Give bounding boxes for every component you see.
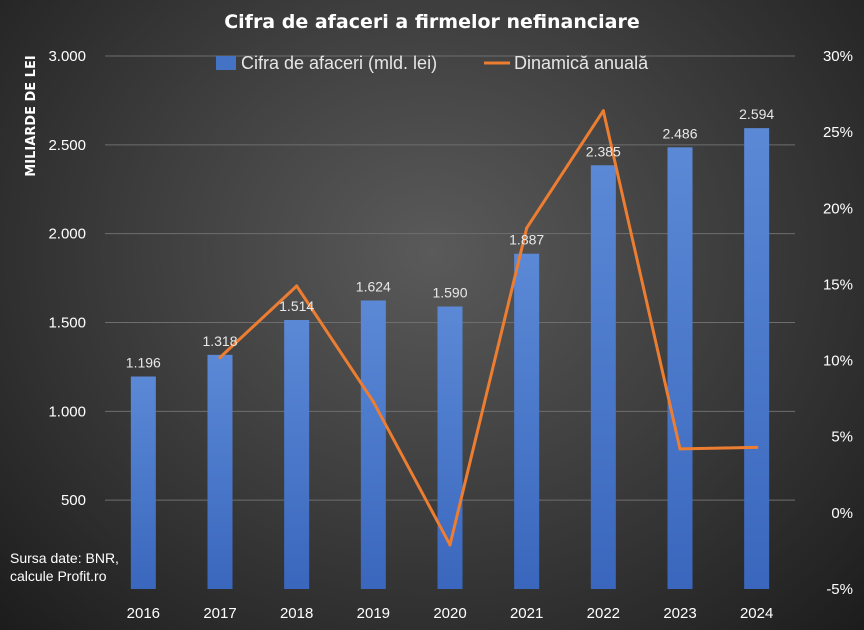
y-tick-label: 500: [61, 492, 86, 509]
x-tick-label: 2020: [433, 605, 466, 622]
bar: [437, 306, 463, 589]
x-tick-label: 2017: [203, 605, 236, 622]
y-tick-label: 1.000: [48, 403, 86, 420]
source-note-line-1: Sursa date: BNR,: [10, 550, 119, 566]
bar: [590, 165, 616, 589]
legend-label-line: Dinamică anuală: [514, 53, 649, 73]
line-series: [218, 109, 759, 547]
legend: Cifra de afaceri (mld. lei) Dinamică anu…: [216, 53, 649, 73]
x-tick-label: 2016: [127, 605, 160, 622]
line-point: [218, 355, 222, 360]
bar: [667, 147, 693, 589]
y2-tick-label: 25%: [823, 124, 853, 141]
y-tick-label: 1.500: [48, 315, 86, 332]
y2-tick-label: 5%: [831, 429, 853, 446]
legend-label-bar: Cifra de afaceri (mld. lei): [241, 53, 437, 73]
bar: [360, 300, 386, 589]
data-labels: 1.196 1.318 1.514 1.624 1.590 1.887 2.385 2.486…: [126, 106, 775, 370]
y2-tick-label: 20%: [823, 200, 853, 217]
bar: [744, 128, 770, 589]
x-tick-label: 2023: [663, 605, 696, 622]
source-note: Sursa date: BNR, calcule Profit.ro: [10, 549, 119, 585]
bar-series: [130, 128, 770, 590]
y2-tick-label: -5%: [826, 581, 853, 598]
axis-ticks: 500 1.000 1.500 2.000 2.500 3.000 -5% 0% 5% 10% 15…: [48, 48, 853, 622]
bar-data-label: 1.887: [509, 232, 544, 248]
line-point: [601, 109, 605, 113]
bar: [514, 253, 540, 590]
source-note-line-2: calcule Profit.ro: [10, 568, 107, 584]
legend-swatch-bar: [216, 56, 236, 70]
y2-tick-label: 15%: [823, 276, 853, 293]
chart-title: Cifra de afaceri a firmelor nefinanciare: [224, 11, 640, 33]
bar-data-label: 1.590: [432, 285, 467, 301]
bar-data-label: 1.196: [126, 355, 161, 371]
line-point: [755, 445, 759, 449]
line-point: [295, 284, 299, 288]
line-point: [678, 447, 682, 451]
x-tick-label: 2018: [280, 605, 313, 622]
line-point: [448, 543, 452, 547]
x-tick-label: 2024: [740, 605, 773, 622]
bar-data-label: 1.624: [356, 278, 391, 294]
y-tick-label: 2.500: [48, 137, 86, 154]
bar: [284, 320, 310, 589]
bar-data-label: 1.318: [202, 333, 237, 349]
line-point: [371, 400, 375, 404]
x-tick-label: 2019: [357, 605, 390, 622]
y2-tick-label: 0%: [831, 505, 853, 522]
y2-tick-label: 10%: [823, 353, 853, 370]
x-tick-label: 2021: [510, 605, 543, 622]
bar: [207, 354, 233, 589]
bar: [130, 376, 156, 589]
y-axis-label: MILIARDE DE LEI: [24, 55, 39, 176]
bar-data-label: 2.594: [739, 106, 774, 122]
line-series-path: [218, 109, 757, 547]
y2-tick-label: 30%: [823, 48, 853, 65]
x-tick-label: 2022: [587, 605, 620, 622]
line-point: [525, 226, 529, 230]
bar-data-label: 2.486: [662, 125, 697, 141]
y-tick-label: 2.000: [48, 226, 86, 243]
bar-data-label: 2.385: [586, 143, 621, 159]
y-tick-label: 3.000: [48, 48, 86, 65]
bar-data-label: 1.514: [279, 298, 314, 314]
